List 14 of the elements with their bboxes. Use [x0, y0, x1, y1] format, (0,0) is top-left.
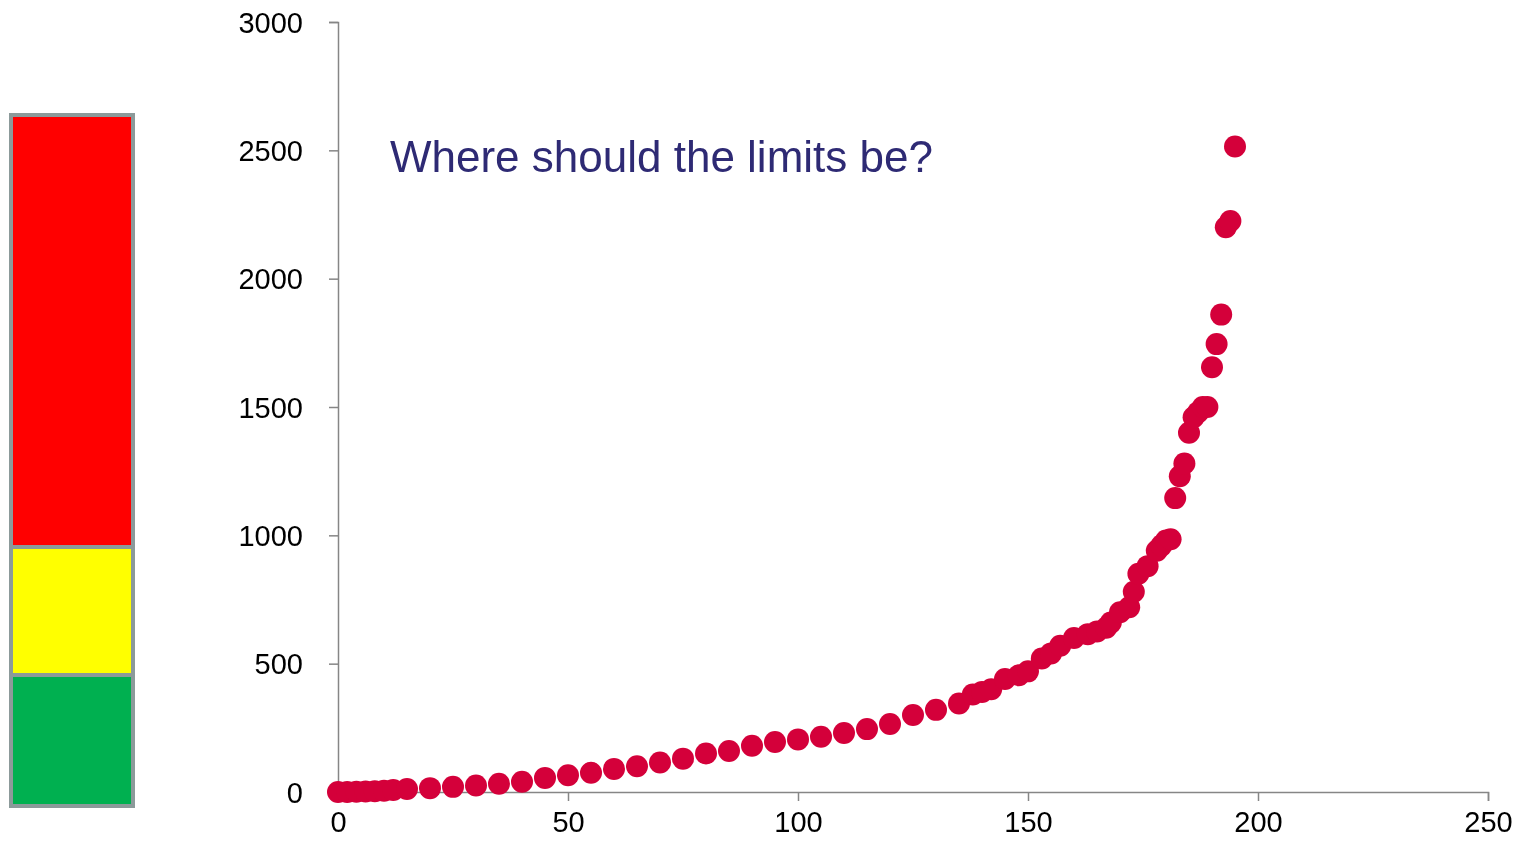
y-tick-label: 0	[286, 776, 303, 809]
x-tick-label: 250	[1464, 805, 1513, 838]
y-tick-label: 3000	[238, 6, 303, 39]
x-tick-label: 150	[1004, 805, 1053, 838]
annotation: Where should the limits be?	[390, 132, 933, 181]
y-tick-label: 1500	[238, 391, 303, 424]
y-tick-label: 2000	[238, 263, 303, 296]
x-tick-label: 50	[552, 805, 585, 838]
y-tick-label: 1000	[238, 519, 303, 552]
y-tick-label: 2500	[238, 134, 303, 167]
x-tick-label: 200	[1234, 805, 1283, 838]
y-tick-label: 500	[254, 648, 303, 681]
x-tick-label: 100	[774, 805, 823, 838]
x-tick-label: 0	[330, 805, 347, 838]
